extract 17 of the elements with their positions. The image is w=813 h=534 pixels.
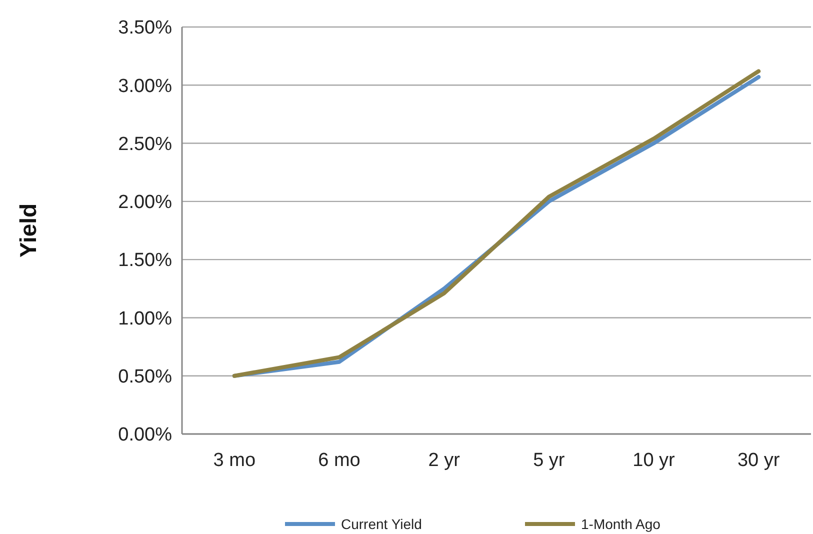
x-tick-label: 3 mo	[213, 450, 256, 471]
y-axis-title: Yield	[15, 203, 41, 258]
y-tick-label: 0.00%	[118, 424, 172, 446]
y-tick-label: 3.50%	[118, 18, 172, 39]
y-tick-label: 1.50%	[118, 250, 172, 272]
y-tick-label: 0.50%	[118, 366, 172, 388]
x-tick-label: 5 yr	[533, 450, 566, 471]
x-tick-label: 6 mo	[318, 450, 360, 471]
y-tick-label: 3.00%	[118, 76, 172, 97]
x-tick-label: 2 yr	[428, 450, 461, 471]
y-tick-label: 2.00%	[118, 192, 172, 214]
legend-label: Current Yield	[341, 516, 422, 532]
x-tick-label: 30 yr	[737, 450, 780, 471]
x-tick-label: 10 yr	[632, 450, 676, 471]
legend-label: 1-Month Ago	[581, 516, 661, 532]
y-tick-label: 2.50%	[118, 134, 172, 155]
y-tick-label: 1.00%	[118, 308, 172, 330]
